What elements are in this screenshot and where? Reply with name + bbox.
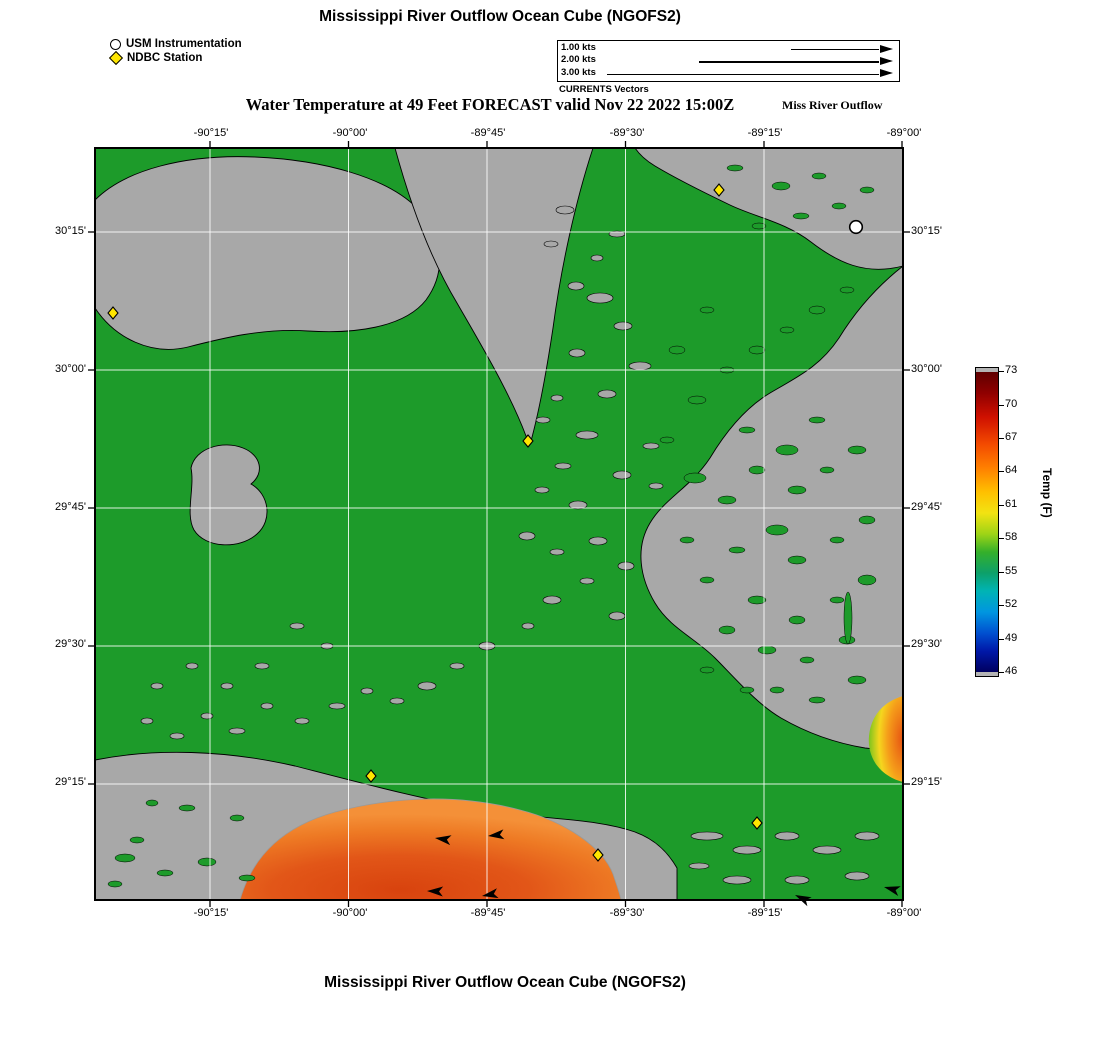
colorbar-tick-label: 61 <box>999 498 1037 510</box>
land-region-northeast <box>634 147 904 270</box>
current-vector-arrow <box>482 888 499 899</box>
current-vector-arrow <box>427 886 444 897</box>
x-tick-label-bottom: -89°00' <box>886 907 922 919</box>
legend-row-ndbc: NDBC Station <box>108 50 242 66</box>
forecast-subtitle: Water Temperature at 49 Feet FORECAST va… <box>245 95 735 114</box>
warm-water-region <box>239 798 622 901</box>
current-vector-line <box>699 61 879 63</box>
currents-caption: CURRENTS Vectors <box>559 84 649 95</box>
colorbar-tick-label: 67 <box>999 431 1037 443</box>
region-corner-label: Miss River Outflow <box>782 98 883 112</box>
x-tick-label-bottom: -89°15' <box>747 907 783 919</box>
y-tick-label-left: 30°00' <box>55 363 86 375</box>
current-vector-arrowhead-icon <box>880 44 893 53</box>
current-vector-arrow <box>435 835 452 846</box>
x-tick-label-bottom: -90°00' <box>332 907 368 919</box>
currents-scale-box: 1.00 kts 2.00 kts 3.00 kts <box>557 40 900 82</box>
map-frame <box>94 147 904 901</box>
x-tick-label-top: -89°00' <box>886 127 922 139</box>
current-vector-arrowhead-icon <box>880 69 893 78</box>
land-region-northwest <box>94 156 440 350</box>
land-region-island <box>189 444 268 546</box>
x-tick-label-bottom: -89°30' <box>609 907 645 919</box>
ndbc-station-marker <box>107 306 119 320</box>
ndbc-station-marker <box>713 183 725 197</box>
colorbar-axis-label: Temp (F) <box>1040 468 1054 518</box>
land-region-east-marsh <box>640 265 904 753</box>
y-tick-label-left: 30°15' <box>55 225 86 237</box>
station-legend: USM Instrumentation NDBC Station <box>108 37 242 66</box>
usm-legend-label: USM Instrumentation <box>126 38 242 50</box>
y-tick-label-right: 30°00' <box>911 363 942 375</box>
y-tick-label-right: 29°45' <box>911 501 942 513</box>
axis-ticks <box>88 141 910 907</box>
colorbar-tick-label: 52 <box>999 598 1037 610</box>
y-tick-label-right: 29°30' <box>911 638 942 650</box>
ndbc-station-marker <box>592 848 604 862</box>
y-tick-label-left: 29°45' <box>55 501 86 513</box>
current-vector-arrow <box>488 829 505 840</box>
current-vector-arrow <box>884 886 901 896</box>
colorbar-tick-label: 55 <box>999 565 1037 577</box>
usm-instrumentation-marker <box>848 219 864 235</box>
x-tick-label-top: -89°15' <box>747 127 783 139</box>
x-tick-label-bottom: -89°45' <box>470 907 506 919</box>
map-panel <box>88 141 910 907</box>
temperature-colorbar <box>975 367 999 677</box>
currents-scale-row-3: 3.00 kts <box>558 67 899 79</box>
x-tick-label-top: -90°15' <box>193 127 229 139</box>
currents-speed-label: 2.00 kts <box>561 54 596 66</box>
legend-row-usm: USM Instrumentation <box>110 37 242 51</box>
x-tick-label-top: -90°00' <box>332 127 368 139</box>
station-marker-layer <box>107 183 901 907</box>
current-vector-arrow <box>795 895 812 907</box>
colorbar-gradient <box>976 372 998 672</box>
y-tick-label-right: 29°15' <box>911 776 942 788</box>
currents-scale-row-2: 2.00 kts <box>558 54 899 66</box>
usm-circle-icon <box>110 38 121 50</box>
ndbc-legend-label: NDBC Station <box>127 52 203 64</box>
x-tick-label-top: -89°45' <box>470 127 506 139</box>
currents-speed-label: 3.00 kts <box>561 66 596 78</box>
grid-lines <box>95 148 903 900</box>
x-tick-label-top: -89°30' <box>609 127 645 139</box>
y-tick-label-left: 29°15' <box>55 776 86 788</box>
colorbar-tick-label: 58 <box>999 531 1037 543</box>
current-vector-line <box>791 49 879 51</box>
ndbc-station-marker <box>522 434 534 448</box>
colorbar-tick-label: 73 <box>999 364 1037 376</box>
y-tick-label-left: 29°30' <box>55 638 86 650</box>
warm-water-edge-patch <box>868 696 903 782</box>
currents-speed-label: 1.00 kts <box>561 42 596 53</box>
figure-title-bottom: Mississippi River Outflow Ocean Cube (NG… <box>324 974 686 991</box>
colorbar-tick-label: 49 <box>999 632 1037 644</box>
y-tick-label-right: 30°15' <box>911 225 942 237</box>
forecast-map <box>88 141 910 907</box>
colorbar-tick-label: 46 <box>999 665 1037 677</box>
currents-scale-row-1: 1.00 kts <box>558 42 899 54</box>
ndbc-station-marker <box>751 816 763 830</box>
ndbc-diamond-icon <box>108 50 124 66</box>
figure-title-top: Mississippi River Outflow Ocean Cube (NG… <box>319 8 681 25</box>
colorbar-tick-label: 70 <box>999 398 1037 410</box>
x-tick-label-bottom: -90°15' <box>193 907 229 919</box>
ndbc-station-marker <box>365 769 377 783</box>
current-vector-line <box>607 73 879 76</box>
current-vector-arrowhead-icon <box>880 56 893 65</box>
colorbar-tick-label: 64 <box>999 464 1037 476</box>
